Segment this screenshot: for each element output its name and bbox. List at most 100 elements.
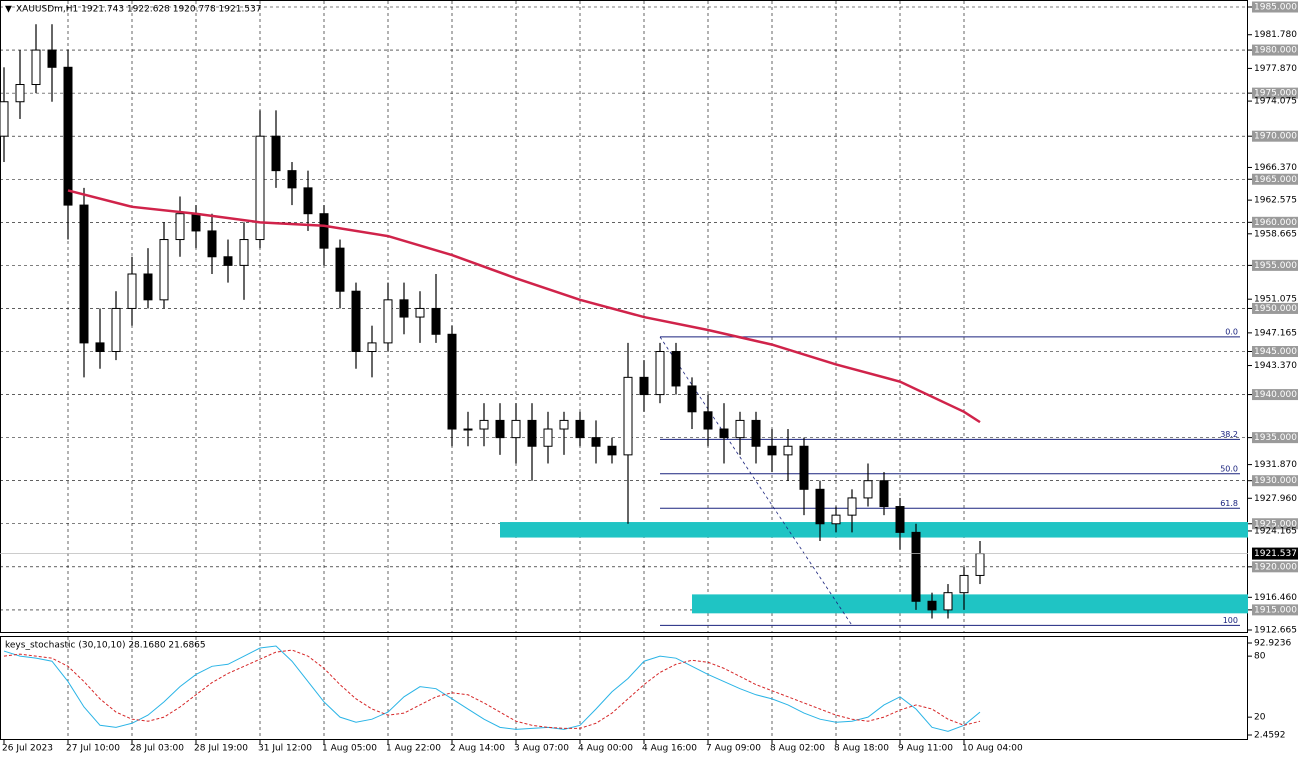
indicator-title: keys_stochastic (30,10,10) 28.1680 21.68… [5, 641, 206, 651]
candle-body [63, 66, 73, 206]
y-tick-label: 1943.370 [1254, 361, 1297, 371]
candle-body [191, 213, 201, 232]
x-tick-label: 28 Jul 19:00 [194, 744, 248, 754]
candle-body [911, 531, 921, 602]
y-tick-label: 1950.000 [1254, 304, 1297, 314]
y-tick-label: 1955.000 [1254, 261, 1297, 271]
candle-body [287, 170, 297, 189]
y-tick-label: 1970.000 [1254, 132, 1297, 142]
zone [500, 522, 1248, 538]
candle-body [271, 135, 281, 172]
candle-body [975, 553, 985, 576]
candle-body [559, 419, 569, 430]
x-tick-label: 31 Jul 12:00 [258, 744, 312, 754]
sub-panel-border [0, 636, 1248, 740]
y-tick-label: 1912.665 [1254, 626, 1297, 636]
y-tick-box [1252, 1, 1298, 13]
candle-body [879, 480, 889, 508]
candle-body [607, 445, 617, 456]
candle-body [527, 419, 537, 447]
y-tick-label: 1945.000 [1254, 347, 1297, 357]
candle-body [111, 307, 121, 353]
y-tick-label: 20 [1254, 713, 1266, 723]
y-tick-label: 1966.370 [1254, 163, 1297, 173]
y-tick-label: 1931.870 [1254, 460, 1297, 470]
y-tick-box [1252, 346, 1298, 358]
candle-body [959, 574, 969, 594]
y-tick-box [1252, 87, 1298, 99]
candle-body [239, 239, 249, 266]
symbol-marker: ▼ [5, 5, 12, 15]
y-tick-box [1252, 44, 1298, 56]
zone [692, 594, 1248, 614]
y-tick-label: 1977.870 [1254, 64, 1297, 74]
y-tick-box [1252, 259, 1298, 271]
y-tick-box [1252, 518, 1298, 530]
y-tick-label: 1985.000 [1254, 3, 1297, 13]
main-panel-border [0, 0, 1248, 633]
candle-body [303, 187, 313, 215]
candle-body [47, 49, 57, 68]
candle-body [719, 428, 729, 439]
x-tick-label: 8 Aug 02:00 [770, 744, 825, 754]
candle-body [623, 376, 633, 456]
candle-body [127, 273, 137, 309]
candle-body [143, 273, 153, 301]
candle-body [767, 445, 777, 456]
candle-body [799, 445, 809, 490]
y-tick-label: 1940.000 [1254, 390, 1297, 400]
last-price-box [1252, 547, 1298, 560]
candle-body [863, 480, 873, 499]
x-tick-label: 27 Jul 10:00 [66, 744, 120, 754]
candle-body [735, 419, 745, 439]
candle-body [383, 299, 393, 344]
y-tick-box [1252, 130, 1298, 142]
y-tick-label: 1958.665 [1254, 229, 1297, 239]
candle-body [223, 256, 233, 266]
x-tick-label: 26 Jul 2023 [2, 744, 53, 754]
fib-label: 0.0 [1225, 327, 1238, 336]
x-tick-label: 8 Aug 18:00 [834, 744, 889, 754]
candle-body [415, 307, 425, 318]
y-tick-label: 1947.165 [1254, 328, 1297, 338]
x-tick-label: 9 Aug 11:00 [898, 744, 953, 754]
fib-label: 38.2 [1220, 430, 1238, 439]
candle-body [543, 428, 553, 447]
y-tick-box [1252, 475, 1298, 487]
fib-label: 61.8 [1220, 499, 1238, 508]
y-tick-label: 1925.000 [1254, 519, 1297, 529]
x-tick-label: 10 Aug 04:00 [962, 744, 1023, 754]
candle-body [175, 213, 185, 241]
y-tick-label: 1980.000 [1254, 46, 1297, 56]
candle-body [751, 419, 761, 447]
y-tick-label: 1975.000 [1254, 89, 1297, 99]
candle-body [335, 247, 345, 292]
x-tick-label: 3 Aug 07:00 [514, 744, 569, 754]
x-tick-label: 7 Aug 09:00 [706, 744, 761, 754]
fib-label: 100 [1223, 616, 1238, 625]
x-tick-label: 4 Aug 00:00 [578, 744, 633, 754]
y-tick-label: 1927.960 [1254, 494, 1297, 504]
candle-body [463, 428, 473, 431]
y-tick-label: 1916.460 [1254, 593, 1297, 603]
y-tick-box [1252, 432, 1298, 444]
indicator-line [3, 649, 981, 729]
y-tick-box [1252, 173, 1298, 185]
y-tick-label: 1920.000 [1254, 562, 1297, 572]
candle-body [511, 419, 521, 439]
candle-body [783, 445, 793, 456]
y-tick-label: 80 [1254, 652, 1266, 662]
candle-body [431, 307, 441, 335]
candle-body [591, 437, 601, 447]
candle-body [447, 333, 457, 430]
y-tick-box [1252, 561, 1298, 573]
fib-label: 50.0 [1220, 464, 1238, 473]
x-tick-label: 1 Aug 05:00 [322, 744, 377, 754]
candle-body [367, 342, 377, 353]
candle-body [655, 351, 665, 396]
y-tick-box [1252, 302, 1298, 314]
last-price-label: 1921.537 [1254, 549, 1297, 559]
candle-body [687, 385, 697, 413]
candle-body [0, 101, 9, 137]
